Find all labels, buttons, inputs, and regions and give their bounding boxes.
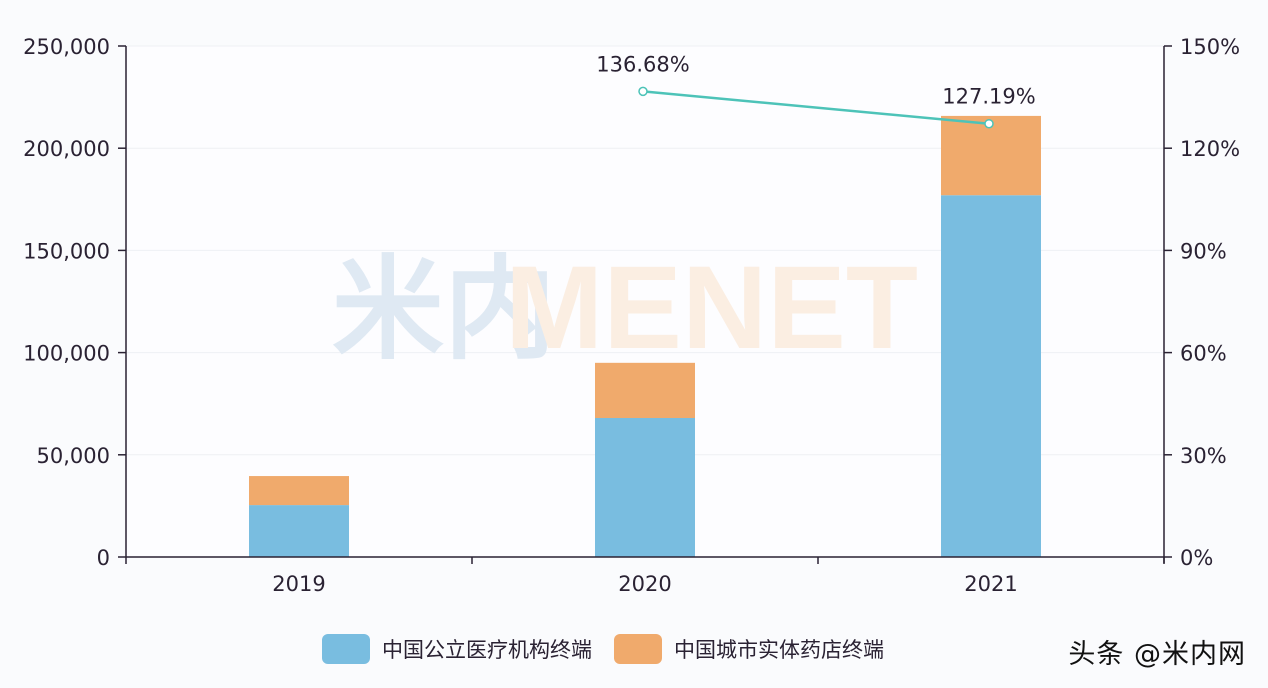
left-tick-label: 0 bbox=[97, 546, 110, 570]
x-tick-label: 2021 bbox=[964, 572, 1017, 596]
watermark-cn: 米内 bbox=[332, 245, 556, 375]
legend-swatch-blue bbox=[322, 634, 370, 664]
legend-item-public-hospital[interactable]: 中国公立医疗机构终端 bbox=[322, 634, 592, 664]
legend-label: 中国城市实体药店终端 bbox=[674, 638, 884, 662]
bar-segment bbox=[941, 115, 1041, 196]
growth-point bbox=[984, 118, 994, 129]
legend: 中国公立医疗机构终端 中国城市实体药店终端 bbox=[322, 634, 906, 664]
left-tick-label: 50,000 bbox=[37, 444, 110, 468]
bar-segment bbox=[249, 505, 349, 557]
right-tick-label: 120% bbox=[1180, 137, 1240, 161]
left-tick-label: 100,000 bbox=[23, 342, 110, 366]
right-tick-label: 0% bbox=[1180, 546, 1213, 570]
bar-segment bbox=[595, 418, 695, 557]
growth-line bbox=[642, 90, 990, 125]
left-tick-label: 250,000 bbox=[23, 35, 110, 59]
growth-label: 136.68% bbox=[596, 52, 689, 76]
bar-segment bbox=[249, 476, 349, 506]
growth-point bbox=[638, 86, 648, 97]
left-tick-label: 200,000 bbox=[23, 137, 110, 161]
right-tick-label: 90% bbox=[1180, 239, 1227, 263]
right-tick-label: 30% bbox=[1180, 444, 1227, 468]
bar-segment bbox=[595, 362, 695, 419]
right-tick-label: 60% bbox=[1180, 342, 1227, 366]
legend-item-retail-pharmacy[interactable]: 中国城市实体药店终端 bbox=[614, 634, 884, 664]
legend-label: 中国公立医疗机构终端 bbox=[382, 638, 592, 662]
x-tick-label: 2020 bbox=[618, 572, 671, 596]
right-tick-label: 150% bbox=[1180, 35, 1240, 59]
growth-label: 127.19% bbox=[942, 85, 1035, 109]
left-tick-label: 150,000 bbox=[23, 239, 110, 263]
source-credit: 头条 @米内网 bbox=[1068, 639, 1246, 670]
watermark-en: MENET bbox=[505, 242, 918, 374]
legend-swatch-orange bbox=[614, 634, 662, 664]
bar-segment bbox=[941, 195, 1041, 557]
x-tick-label: 2019 bbox=[272, 572, 325, 596]
